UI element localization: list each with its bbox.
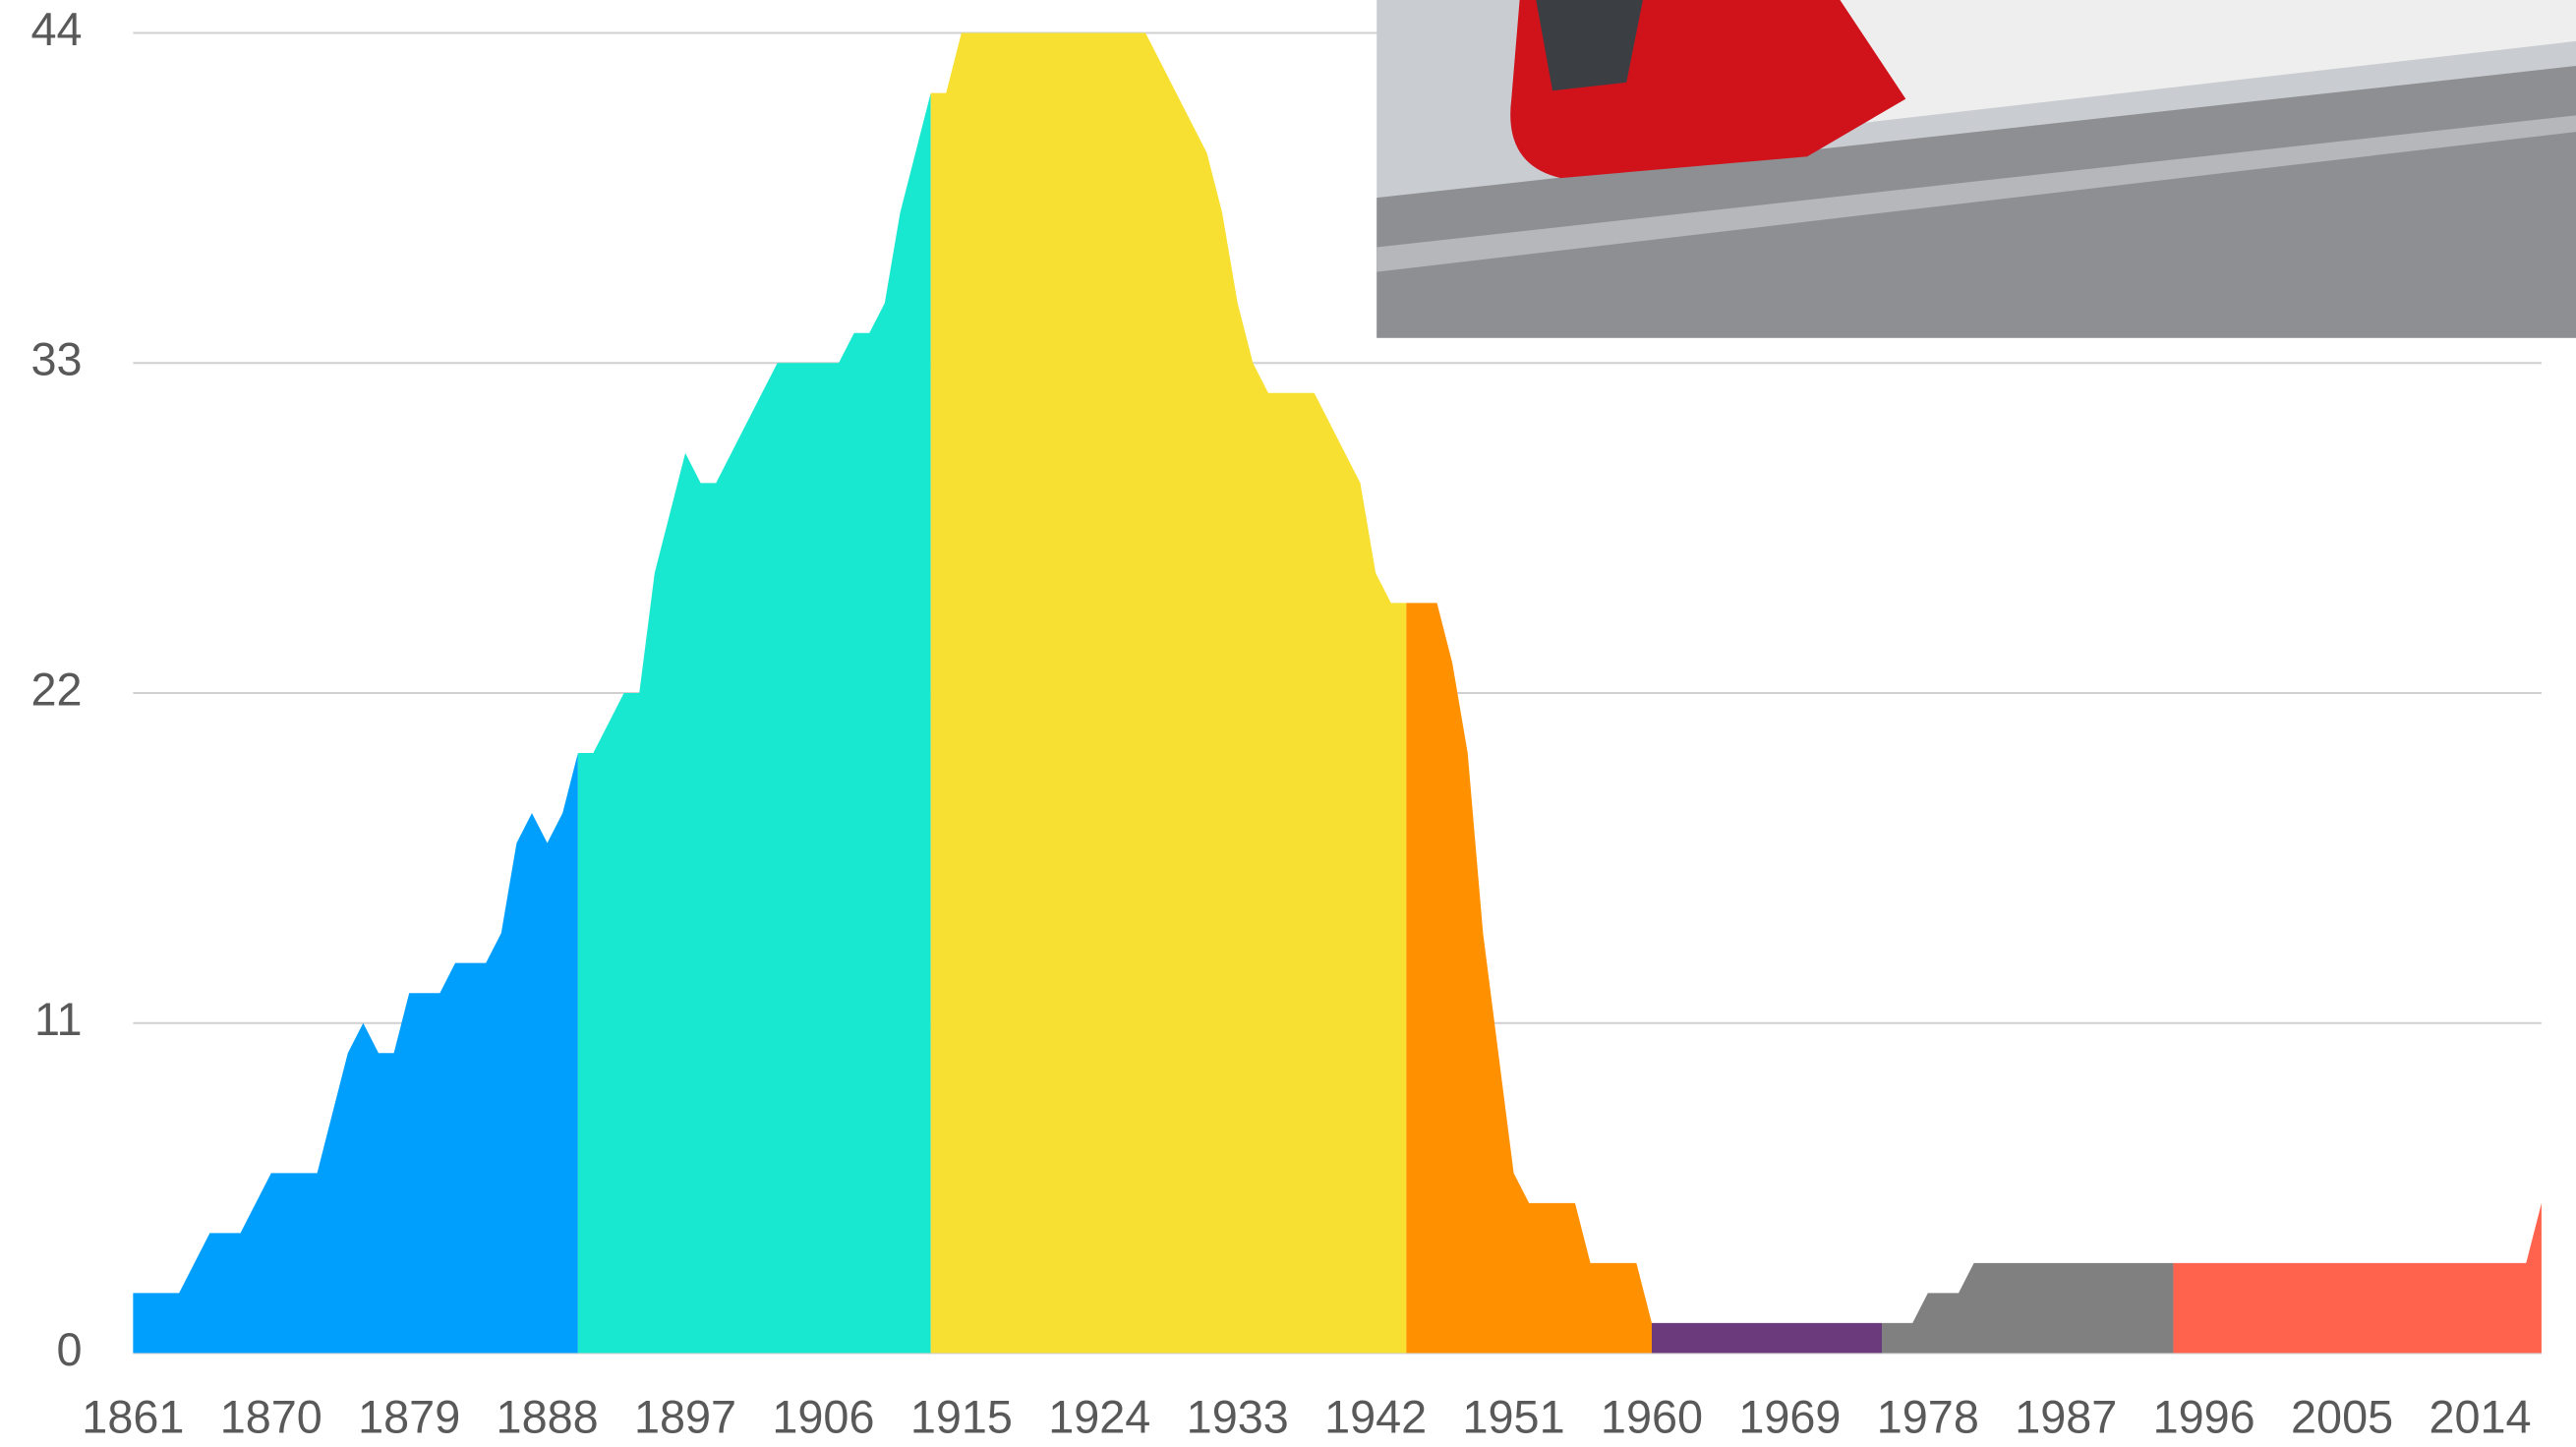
x-tick-label: 1987 — [2015, 1392, 2117, 1443]
x-tick-label: 1951 — [1463, 1392, 1565, 1443]
area — [930, 32, 1407, 1354]
x-tick-label: 1996 — [2153, 1392, 2255, 1443]
photo-train-body — [1807, 0, 2576, 124]
x-tick-label: 1906 — [772, 1392, 874, 1443]
y-tick-label: 33 — [31, 334, 83, 385]
y-tick-label: 0 — [57, 1324, 83, 1375]
x-tick-label: 1933 — [1187, 1392, 1289, 1443]
y-tick-label: 22 — [31, 664, 83, 715]
x-tick-label: 1960 — [1601, 1392, 1703, 1443]
area — [577, 92, 931, 1354]
x-tick-label: 2014 — [2429, 1392, 2531, 1443]
x-tick-label: 1888 — [497, 1392, 599, 1443]
area — [1882, 1262, 2174, 1354]
y-tick-label: 11 — [34, 994, 83, 1045]
x-tick-label: 2005 — [2291, 1392, 2393, 1443]
photo — [1376, 0, 2576, 338]
x-tick-label: 1978 — [1877, 1392, 1979, 1443]
x-tick-label: 1870 — [220, 1392, 322, 1443]
x-tick-label: 1897 — [634, 1392, 736, 1443]
x-tick-label: 1969 — [1738, 1392, 1841, 1443]
area — [2173, 1202, 2542, 1354]
photo-ground — [1376, 66, 2576, 338]
area — [1406, 603, 1652, 1354]
photo-train-window — [1536, 0, 1643, 91]
x-tick-label: 1861 — [82, 1392, 184, 1443]
areas — [133, 32, 2542, 1354]
x-tick-label: 1942 — [1324, 1392, 1427, 1443]
photo-track — [1376, 115, 2576, 272]
area — [1651, 1322, 1883, 1354]
x-tick-label: 1879 — [358, 1392, 460, 1443]
y-tick-label: 44 — [31, 4, 83, 55]
area — [133, 753, 578, 1354]
x-tick-label: 1924 — [1048, 1392, 1150, 1443]
x-tick-label: 1915 — [910, 1392, 1013, 1443]
